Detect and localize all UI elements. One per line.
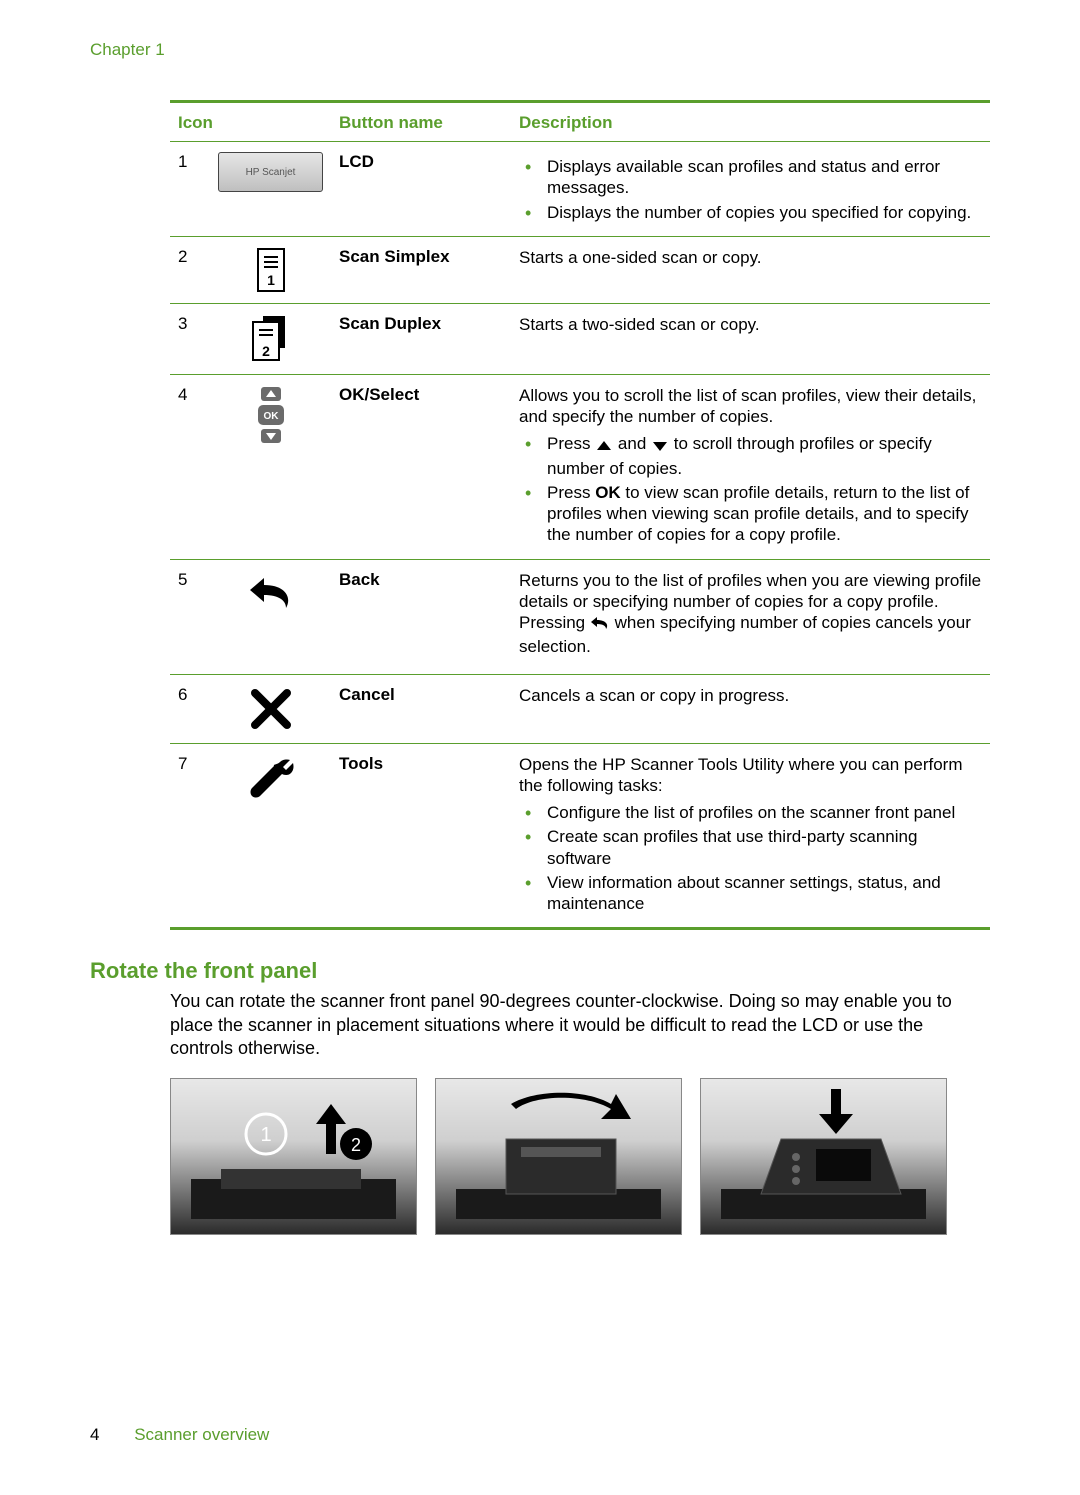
desc-bullet: Press OK to view scan profile details, r… [545,482,982,546]
lcd-icon: HP Scanjet [210,142,331,237]
button-description: Displays available scan profiles and sta… [511,142,990,237]
rotate-step-2-image [435,1078,682,1235]
desc-bullet: Press and to scroll through profiles or … [545,433,982,479]
table-row: 2 1 Scan Simplex Starts a one-sided scan… [170,236,990,303]
button-name: Cancel [331,674,511,743]
bullet-bold: OK [595,483,621,502]
instruction-images-row: 1 2 [170,1078,990,1235]
row-number: 3 [170,303,210,374]
row-number: 5 [170,559,210,674]
button-description: Returns you to the list of profiles when… [511,559,990,674]
cancel-icon [210,674,331,743]
desc-bullet: Displays available scan profiles and sta… [545,156,982,199]
back-icon [210,559,331,674]
footer-title: Scanner overview [134,1425,269,1444]
table-row: 4 OK OK/Select Allows you to scroll the … [170,374,990,559]
button-description: Opens the HP Scanner Tools Utility where… [511,743,990,929]
desc-text: Returns you to the list of profiles when… [519,570,982,658]
th-button-name: Button name [331,102,511,142]
th-icon: Icon [170,102,331,142]
svg-text:2: 2 [262,343,270,359]
desc-text: Starts a one-sided scan or copy. [519,247,982,268]
ok-select-icon: OK [210,374,331,559]
desc-bullet: Configure the list of profiles on the sc… [545,802,982,823]
desc-text: Opens the HP Scanner Tools Utility where… [519,754,982,797]
section-heading-rotate: Rotate the front panel [90,958,990,984]
bullet-text: Press [547,434,595,453]
svg-text:1: 1 [260,1124,271,1146]
button-description: Allows you to scroll the list of scan pr… [511,374,990,559]
desc-text: Allows you to scroll the list of scan pr… [519,385,982,428]
button-name: Scan Duplex [331,303,511,374]
table-row: 3 2 Scan Duplex Starts a two-sided scan … [170,303,990,374]
down-arrow-icon [651,436,669,457]
back-inline-icon [590,615,610,636]
desc-text: Starts a two-sided scan or copy. [519,314,982,335]
scan-simplex-icon: 1 [210,236,331,303]
row-number: 4 [170,374,210,559]
table-row: 6 Cancel Cancels a scan or copy in progr… [170,674,990,743]
lcd-display: HP Scanjet [218,152,323,192]
rotate-step-1-image: 1 2 [170,1078,417,1235]
bullet-text: Press [547,483,595,502]
page-footer: 4 Scanner overview [90,1425,269,1445]
row-number: 1 [170,142,210,237]
table-row: 1 HP Scanjet LCD Displays available scan… [170,142,990,237]
button-name: LCD [331,142,511,237]
desc-bullet: Displays the number of copies you specif… [545,202,982,223]
row-number: 7 [170,743,210,929]
scan-duplex-icon: 2 [210,303,331,374]
row-number: 2 [170,236,210,303]
svg-text:2: 2 [351,1135,361,1155]
button-description: Starts a one-sided scan or copy. [511,236,990,303]
table-row: 5 Back Returns you to the list of profil… [170,559,990,674]
desc-bullet: Create scan profiles that use third-part… [545,826,982,869]
up-arrow-icon [595,436,613,457]
desc-text: Cancels a scan or copy in progress. [519,685,982,706]
svg-text:1: 1 [267,272,275,288]
tools-icon [210,743,331,929]
button-reference-table: Icon Button name Description 1 HP Scanje… [170,100,990,930]
bullet-text: and [618,434,651,453]
button-name: Scan Simplex [331,236,511,303]
desc-bullet: View information about scanner settings,… [545,872,982,915]
rotate-step-3-image [700,1078,947,1235]
section-body: You can rotate the scanner front panel 9… [170,990,990,1060]
button-name: OK/Select [331,374,511,559]
button-description: Cancels a scan or copy in progress. [511,674,990,743]
button-description: Starts a two-sided scan or copy. [511,303,990,374]
table-row: 7 Tools Opens the HP Scanner Tools Utili… [170,743,990,929]
th-description: Description [511,102,990,142]
chapter-label: Chapter 1 [90,40,990,60]
button-name: Back [331,559,511,674]
svg-text:OK: OK [263,411,279,422]
button-name: Tools [331,743,511,929]
row-number: 6 [170,674,210,743]
page-number: 4 [90,1425,99,1444]
